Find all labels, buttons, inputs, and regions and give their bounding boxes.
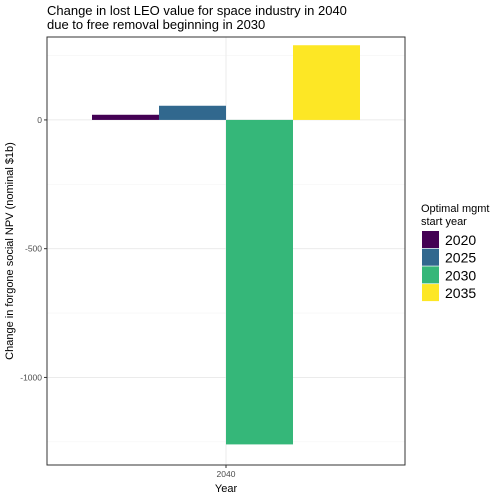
legend-swatch-2035 xyxy=(422,284,439,302)
chart-title-line-2: due to free removal beginning in 2030 xyxy=(47,17,265,32)
bar-2035 xyxy=(293,45,360,120)
legend-title-line-1: Optimal mgmt xyxy=(421,203,489,215)
chart-title-line-1: Change in lost LEO value for space indus… xyxy=(47,3,347,18)
bar-2025 xyxy=(159,105,226,120)
legend-label-2030: 2030 xyxy=(445,267,476,283)
legend-swatch-2020 xyxy=(422,231,439,248)
y-tick-label: -1000 xyxy=(20,372,42,382)
y-axis-ticks: 0 -500 -1000 xyxy=(20,115,47,382)
x-axis-title: Year xyxy=(215,483,238,495)
legend-swatch-2025 xyxy=(422,248,439,266)
x-tick-label: 2040 xyxy=(217,469,236,479)
legend-label-2035: 2035 xyxy=(445,285,476,301)
legend-title-line-2: start year xyxy=(421,216,467,228)
legend-swatch-2030 xyxy=(422,266,439,284)
legend-label-2020: 2020 xyxy=(445,232,476,248)
y-axis-title: Change in forgone social NPV (nominal $1… xyxy=(4,142,16,360)
y-tick-label: -500 xyxy=(25,244,42,254)
legend-label-2025: 2025 xyxy=(445,250,476,266)
bars xyxy=(92,45,360,445)
x-axis-ticks: 2040 xyxy=(217,465,236,479)
y-tick-label: 0 xyxy=(37,115,42,125)
bar-2030 xyxy=(226,119,293,445)
bar-2020 xyxy=(92,114,159,120)
